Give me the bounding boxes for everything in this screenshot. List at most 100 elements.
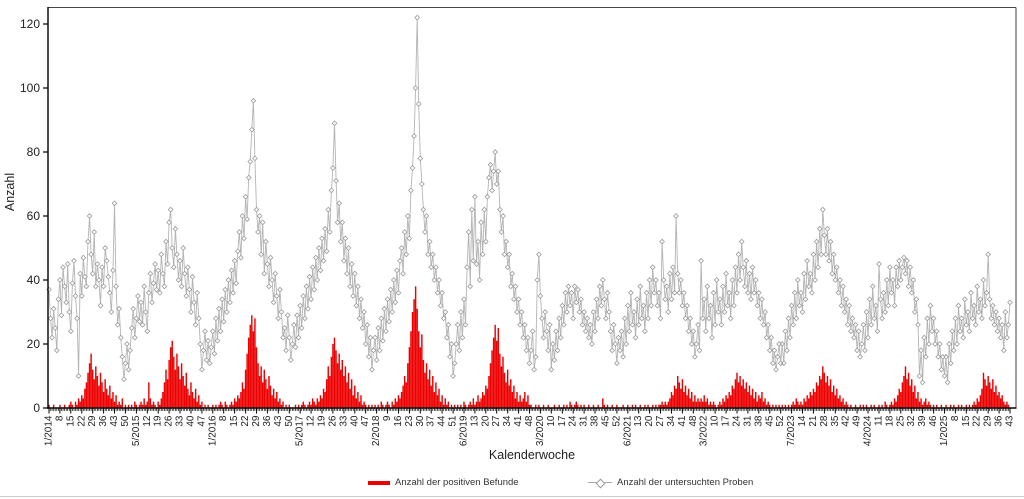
x-tick-label: 36: [98, 415, 109, 427]
x-major-ticks: [48, 408, 1011, 414]
x-tick-label: 15: [229, 415, 240, 427]
x-tick-label: 44: [437, 415, 448, 427]
legend-diamond-icon: [595, 478, 606, 488]
x-tick-label: 23: [404, 415, 415, 427]
x-tick-label: 22: [972, 415, 983, 427]
x-tick-label: 14: [797, 415, 808, 427]
x-tick-label: 22: [240, 415, 251, 427]
x-tick-label: 49: [852, 415, 863, 427]
x-tick-label: 12: [142, 415, 153, 427]
x-tick-label: 41: [677, 415, 688, 427]
x-tick-label: 33: [175, 415, 186, 427]
x-tick-label: 41: [513, 415, 524, 427]
x-tick-label: 15: [961, 415, 972, 427]
legend-label-samples: Anzahl der untersuchten Proben: [617, 477, 754, 488]
x-tick-label: 27: [491, 415, 502, 427]
x-tick-label: 39: [917, 415, 928, 427]
x-tick-label: 22: [76, 415, 87, 427]
x-tick-label: 13: [469, 415, 480, 427]
x-tick-label: 8: [54, 415, 65, 421]
x-tick-label: 37: [426, 415, 437, 427]
x-tick-label: 29: [983, 415, 994, 427]
x-tick-label: 34: [502, 415, 513, 427]
x-axis-title: Kalenderwoche: [489, 448, 575, 462]
x-tick-label: 28: [819, 415, 830, 427]
x-tick-label: 43: [273, 415, 284, 427]
y-tick-label: 100: [20, 81, 40, 95]
x-tick-label: 17: [721, 415, 732, 427]
x-tick-label: 26: [327, 415, 338, 427]
x-tick-label: 36: [994, 415, 1005, 427]
x-tick-label: 50: [284, 415, 295, 427]
x-tick-label: 31: [579, 415, 590, 427]
x-tick-label: 6/2021: [622, 415, 633, 446]
x-tick-label: 21: [808, 415, 819, 427]
x-tick-label: 40: [349, 415, 360, 427]
y-axis-title: Anzahl: [3, 173, 17, 211]
legend-item-samples: Anzahl der untersuchten Proben: [588, 477, 753, 488]
x-minor-ticks: [50, 408, 1009, 411]
x-tick-label: 19: [317, 415, 328, 427]
x-tick-label: 45: [764, 415, 775, 427]
x-tick-label: 47: [196, 415, 207, 427]
x-tick-label: 7/2023: [786, 415, 797, 446]
x-tick-label: 4/2024: [863, 415, 874, 446]
x-tick-label: 15: [65, 415, 76, 427]
x-tick-label: 45: [600, 415, 611, 427]
x-tick-label: 3/2022: [699, 415, 710, 446]
x-tick-label: 18: [884, 415, 895, 427]
y-tick-label: 60: [27, 209, 41, 223]
x-tick-label: 30: [415, 415, 426, 427]
x-tick-label: 47: [360, 415, 371, 427]
x-tick-label: 38: [590, 415, 601, 427]
x-tick-label: 19: [153, 415, 164, 427]
x-tick-label: 10: [710, 415, 721, 427]
x-tick-label: 16: [393, 415, 404, 427]
figure-bottom-rule: [0, 496, 1024, 497]
plot-frame: [48, 7, 1017, 408]
x-tick-label: 8: [950, 415, 961, 421]
x-tick-label: 24: [568, 415, 579, 427]
x-tick-label: 9: [382, 415, 393, 421]
x-tick-label: 32: [906, 415, 917, 427]
x-tick-label: 52: [775, 415, 786, 427]
x-tick-label: 1/2014: [44, 415, 55, 446]
legend-label-positive: Anzahl der positiven Befunde: [395, 477, 519, 488]
x-tick-label: 5/2015: [131, 415, 142, 446]
x-tick-label: 52: [611, 415, 622, 427]
samples-markers: [46, 14, 1013, 386]
x-tick-label: 29: [87, 415, 98, 427]
x-tick-label: 8: [218, 415, 229, 421]
x-tick-label: 12: [306, 415, 317, 427]
y-tick-label: 20: [27, 337, 41, 351]
x-tick-label: 11: [873, 415, 884, 426]
x-tick-label: 43: [109, 415, 120, 427]
y-tick-label: 0: [33, 401, 40, 415]
x-tick-label: 42: [841, 415, 852, 427]
x-tick-label: 38: [753, 415, 764, 427]
x-tick-label: 2/2018: [371, 415, 382, 446]
x-tick-label: 1/2025: [939, 415, 950, 446]
y-tick-label: 80: [27, 145, 41, 159]
x-tick-label: 43: [1005, 415, 1016, 427]
red-bar-legend-swatch: [368, 480, 390, 485]
x-tick-label: 3/2020: [535, 415, 546, 446]
legend-item-positive: Anzahl der positiven Befunde: [368, 477, 519, 488]
x-tick-label: 36: [262, 415, 273, 427]
x-tick-label: 33: [338, 415, 349, 427]
positive-bars: [48, 286, 1010, 408]
x-tick-label: 26: [164, 415, 175, 427]
x-tick-label: 31: [742, 415, 753, 427]
x-tick-label: 29: [251, 415, 262, 427]
x-tick-label: 6/2019: [458, 415, 469, 446]
x-tick-label: 5/2017: [295, 415, 306, 446]
x-tick-label: 27: [655, 415, 666, 427]
x-tick-label: 48: [688, 415, 699, 427]
x-tick-label: 20: [480, 415, 491, 427]
x-tick-label: 40: [185, 415, 196, 427]
gray-line-legend-swatch: [588, 478, 612, 488]
x-tick-label: 34: [666, 415, 677, 427]
x-tick-label: 20: [644, 415, 655, 427]
y-tick-label: 120: [20, 17, 40, 31]
